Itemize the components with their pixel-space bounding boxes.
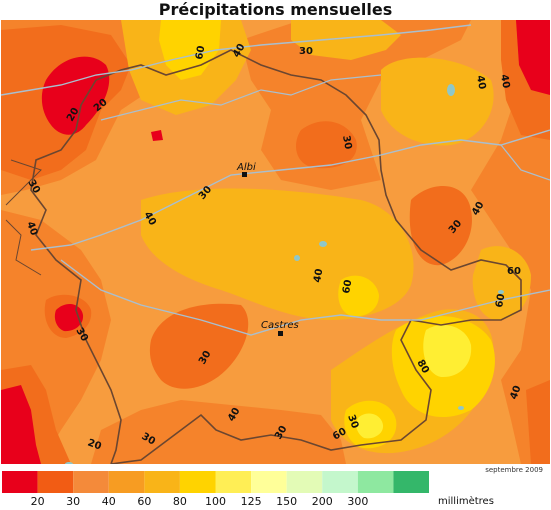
contour-label: 30 (299, 46, 313, 57)
department-boundary-inner (5, 159, 42, 276)
lake (458, 406, 464, 410)
legend-swatch (179, 471, 216, 493)
legend-unit-label: millimètres (438, 496, 494, 507)
contour-label: 40 (498, 74, 511, 90)
zone-under-20-small (151, 130, 163, 141)
legend-threshold-label: 125 (241, 495, 262, 507)
zone-80-100-south (356, 413, 384, 439)
legend-threshold-label: 80 (173, 495, 187, 507)
legend-threshold-label: 30 (66, 495, 80, 507)
zone-40-60-northeast (381, 57, 494, 146)
map-title: Précipitations mensuelles (158, 0, 393, 19)
zone-80-100-southeast (423, 325, 472, 378)
legend-threshold-label: 200 (312, 495, 333, 507)
contour-label: 40 (24, 220, 39, 237)
town-label-albi: Albi (236, 162, 256, 173)
lake (65, 462, 73, 464)
legend-swatch (73, 471, 109, 493)
zone-30-40-south (91, 400, 346, 464)
river-center (30, 129, 550, 251)
legend-swatch (144, 471, 180, 493)
legend-threshold-label: 300 (347, 495, 368, 507)
date-note: septembre 2009 (485, 466, 543, 474)
town-label-castres: Castres (261, 320, 299, 331)
legend-swatch (393, 471, 429, 493)
precipitation-map: Albi Castres 60 40 30 20 30 40 40 20 30 … (1, 20, 550, 464)
zone-40-60-north-right (291, 20, 401, 60)
zone-40-60-east (472, 246, 531, 320)
river-tarn (1, 24, 472, 96)
contour-label: 40 (474, 75, 487, 91)
legend-threshold-label: 20 (31, 495, 45, 507)
zone-20-30-right-bottom (526, 380, 550, 464)
legend-swatch (215, 471, 252, 493)
department-boundary-west (30, 79, 122, 464)
legend-threshold-label: 100 (205, 495, 226, 507)
contour-label: 60 (194, 45, 207, 61)
town-marker-albi (242, 172, 247, 177)
contour-label: 60 (341, 279, 354, 295)
legend-threshold-label: 40 (102, 495, 116, 507)
legend-threshold-label: 60 (137, 495, 151, 507)
zone-20-30-east (409, 186, 472, 266)
contour-label: 60 (494, 293, 507, 309)
zone-20-30-center (149, 303, 249, 389)
contour-label: 40 (508, 384, 523, 401)
legend-swatch (357, 471, 394, 493)
zone-under-20-northeast (516, 20, 550, 95)
contour-label: 40 (312, 268, 325, 284)
legend-swatch (108, 471, 145, 493)
lake (447, 84, 455, 96)
contour-label: 20 (86, 437, 103, 452)
color-legend: 20 30 40 60 80 100 125 150 200 300 (2, 471, 429, 507)
legend-swatch (2, 471, 38, 493)
lake (498, 290, 504, 294)
legend-swatch (322, 471, 358, 493)
town-marker-castres (278, 331, 283, 336)
river-south (60, 259, 550, 336)
contour-label: 30 (345, 413, 360, 430)
zone-20-30-center-north (296, 121, 357, 169)
legend-swatch (286, 471, 323, 493)
river-north-branch (100, 74, 382, 121)
contour-label: 60 (507, 266, 521, 277)
legend-swatch (251, 471, 287, 493)
department-boundary (95, 49, 522, 464)
zone-60-80-center-east (338, 275, 379, 317)
legend-swatch (37, 471, 74, 493)
river-east-branch (500, 144, 550, 181)
lake (319, 241, 327, 247)
contour-label: 30 (340, 135, 353, 151)
zone-under-20-southwest (1, 385, 41, 464)
zone-60-80-north (159, 20, 221, 80)
legend-threshold-label: 150 (276, 495, 297, 507)
lake (294, 255, 300, 261)
